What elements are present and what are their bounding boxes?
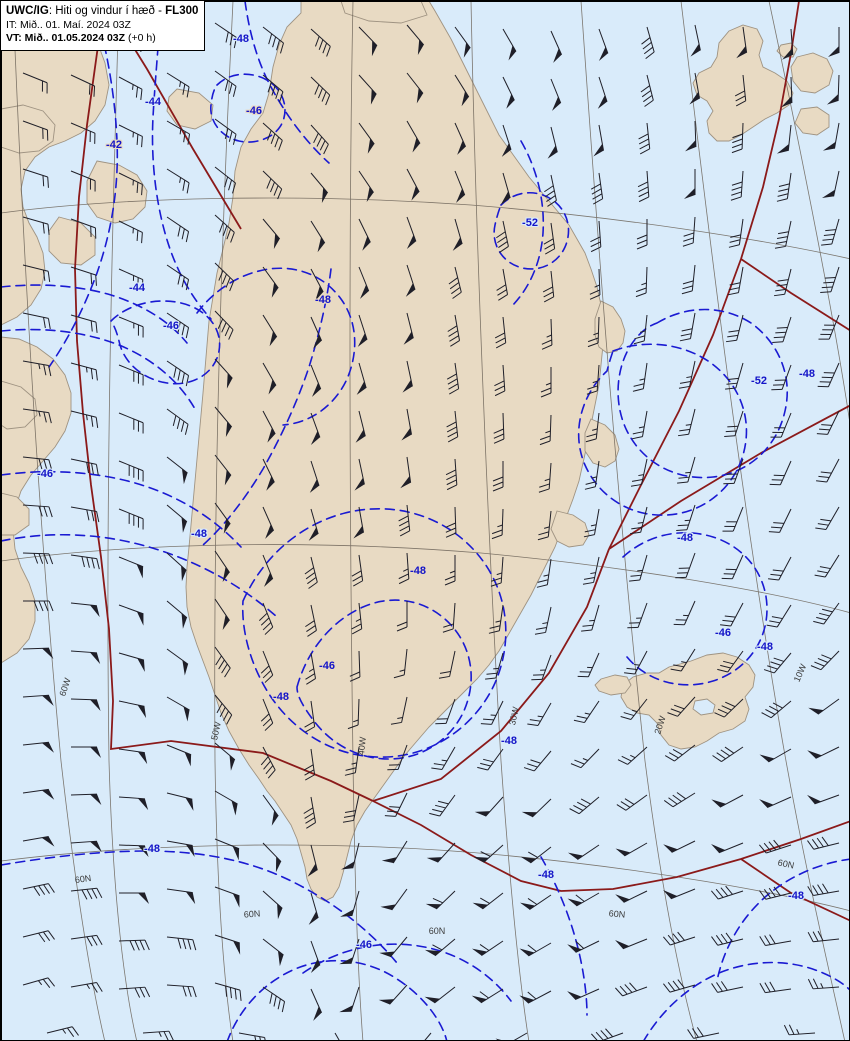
isotherm--48-south-sweep [1, 850, 398, 964]
isotherm--48-greenland-loop [241, 507, 507, 758]
isotherm--42 [48, 1, 119, 368]
fir-boundary-layer [74, 1, 849, 922]
isotherm-label: -48 [757, 641, 773, 653]
isotherm--46-nw [1, 328, 196, 410]
isotherm-label: -48 [315, 294, 331, 306]
isotherm--44-west [1, 284, 188, 344]
meridian-10w [680, 1, 845, 1040]
isotherm-label: -48 [501, 735, 517, 747]
chart-title-line: UWC/IG: Hiti og vindur í hæð - FL300 [6, 4, 198, 19]
product-code: UWC/IG [6, 5, 49, 17]
landmass-greenland [185, 1, 604, 902]
landmass-canada-island-e [1, 492, 30, 536]
fir-boundary-spur-east [740, 258, 849, 331]
isotherm-label: -48 [144, 843, 160, 855]
valid-time-value: Mið.. 01.05.2024 03Z [24, 32, 126, 45]
landmass-iceland-west-peninsula [594, 674, 632, 696]
landmass-greenland-e-cape [584, 418, 620, 468]
isotherm--48-se-corner [716, 858, 849, 982]
isotherm-label: -48 [273, 691, 289, 703]
isotherm--48-east-big [617, 308, 789, 479]
isotherm--44-north [151, 1, 212, 320]
isotherm-label: -48 [410, 565, 426, 577]
title-separator: : [48, 5, 56, 17]
meridian-70w [12, 1, 105, 1040]
landmass-greenland-e-cape2 [550, 510, 590, 548]
graticule-label: 40W [356, 736, 368, 756]
landmass-canada-island-c [48, 216, 96, 266]
isotherm-label: -52 [751, 375, 767, 387]
parallel-70n [1, 544, 849, 613]
isotherm--46-loop-north [109, 300, 221, 385]
fir-boundary-east-mid [372, 548, 610, 802]
parallel-60n [1, 844, 849, 911]
isotherm--46-se-greenland [296, 599, 472, 760]
landmass-iceland-lake [692, 698, 716, 716]
isotherm-label: -46 [319, 660, 335, 672]
meridian-40w [349, 1, 364, 1040]
landmass-svalbard-edgeoya [794, 106, 830, 136]
chart-info-box: UWC/IG: Hiti og vindur í hæð - FL300 IT:… [1, 1, 206, 51]
meridian-30w [470, 1, 530, 1040]
landmass-canada-island-b [1, 104, 56, 154]
isotherm-label: -48 [538, 869, 554, 881]
landmass-layer [1, 1, 834, 902]
fir-boundary-west [74, 1, 374, 802]
landmass-greenland-n-coast [340, 1, 428, 24]
isotherm-label: -48 [799, 368, 815, 380]
isotherm--48-se-arc2 [643, 961, 849, 1040]
meridian-50w [214, 1, 234, 1040]
fir-boundary-south [372, 800, 849, 892]
issue-time-label: IT: [6, 18, 21, 31]
landmass-greenland-ne-fjords [594, 300, 626, 354]
landmass-greenland-nw-islands [166, 88, 214, 130]
isotherm--48-ne-loop [510, 140, 545, 308]
graticule-label: 60N [243, 908, 261, 920]
isotherm-label: -46 [246, 105, 262, 117]
issue-time-value: Mið.. 01. Maí. 2024 03Z [20, 18, 131, 31]
isotherm-label: -46 [37, 468, 53, 480]
isotherm--48-south-vert [540, 856, 588, 1016]
meridian-0e [768, 1, 849, 420]
isotherm-label: -48 [191, 528, 207, 540]
isotherm--46-south-far [302, 943, 512, 1002]
landmass-canada-island-a [86, 160, 148, 224]
isotherm-label: -46 [356, 939, 372, 951]
isotherm--46-central-arc [196, 267, 356, 426]
isotherm--46-mid [1, 470, 242, 548]
graticule-label: 60N [608, 908, 626, 920]
isotherm-label: -52 [522, 217, 538, 229]
flight-level: FL300 [165, 5, 199, 17]
valid-time-offset: (+0 h) [125, 32, 156, 45]
meridian-20w [580, 1, 697, 1040]
landmass-svalbard-nordaustlandet [790, 52, 834, 94]
isotherm-label: -44 [129, 282, 145, 294]
issue-time-line: IT: Mið.. 01. Maí. 2024 03Z [6, 19, 198, 32]
isotherm--44-loop [210, 73, 286, 143]
parallel-80n [1, 197, 849, 259]
valid-time-line: VT: Mið.. 01.05.2024 03Z (+0 h) [6, 32, 198, 45]
isotherm-label: -48 [788, 890, 804, 902]
isotherm--48-north [244, 1, 330, 164]
chart-description: Hiti og vindur í hæð - [55, 5, 166, 17]
isotherm-label: -42 [106, 139, 122, 151]
isotherm-label: -46 [163, 320, 179, 332]
isotherm-label: -48 [233, 33, 249, 45]
isotherm-label: -46 [715, 627, 731, 639]
isotherm--46-bottom-loop [226, 959, 448, 1040]
valid-time-label: VT: [6, 32, 25, 45]
isotherm-label: -44 [145, 96, 161, 108]
isotherm--48-south-arc [1, 533, 278, 618]
isotherm--48-east-lower [622, 531, 768, 686]
isotherm--48-greenland-spine [202, 268, 332, 546]
graticule-label: 60N [428, 926, 446, 936]
fir-boundary-spur-ne [608, 405, 849, 550]
isotherm-label: -48 [677, 532, 693, 544]
isotherm--52-north [493, 192, 570, 270]
